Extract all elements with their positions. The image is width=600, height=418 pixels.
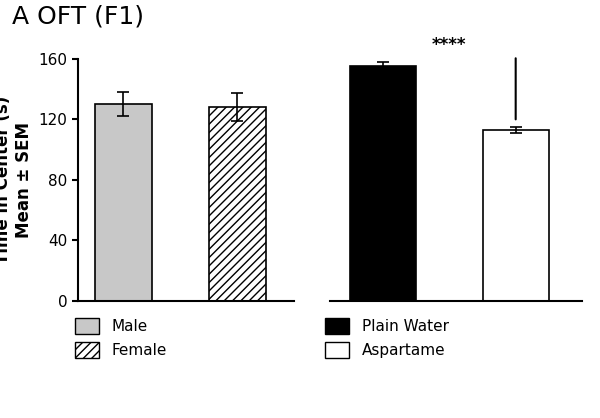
Bar	[482, 130, 549, 301]
Legend: Male, Female: Male, Female	[75, 318, 167, 358]
Bar	[95, 104, 152, 301]
Legend: Plain Water, Aspartame: Plain Water, Aspartame	[325, 318, 449, 358]
Y-axis label: Time in Center (s)
Mean ± SEM: Time in Center (s) Mean ± SEM	[0, 96, 33, 264]
Text: ****: ****	[432, 36, 467, 54]
Text: A OFT (F1): A OFT (F1)	[12, 4, 144, 28]
Bar	[350, 66, 416, 301]
Bar	[209, 107, 266, 301]
